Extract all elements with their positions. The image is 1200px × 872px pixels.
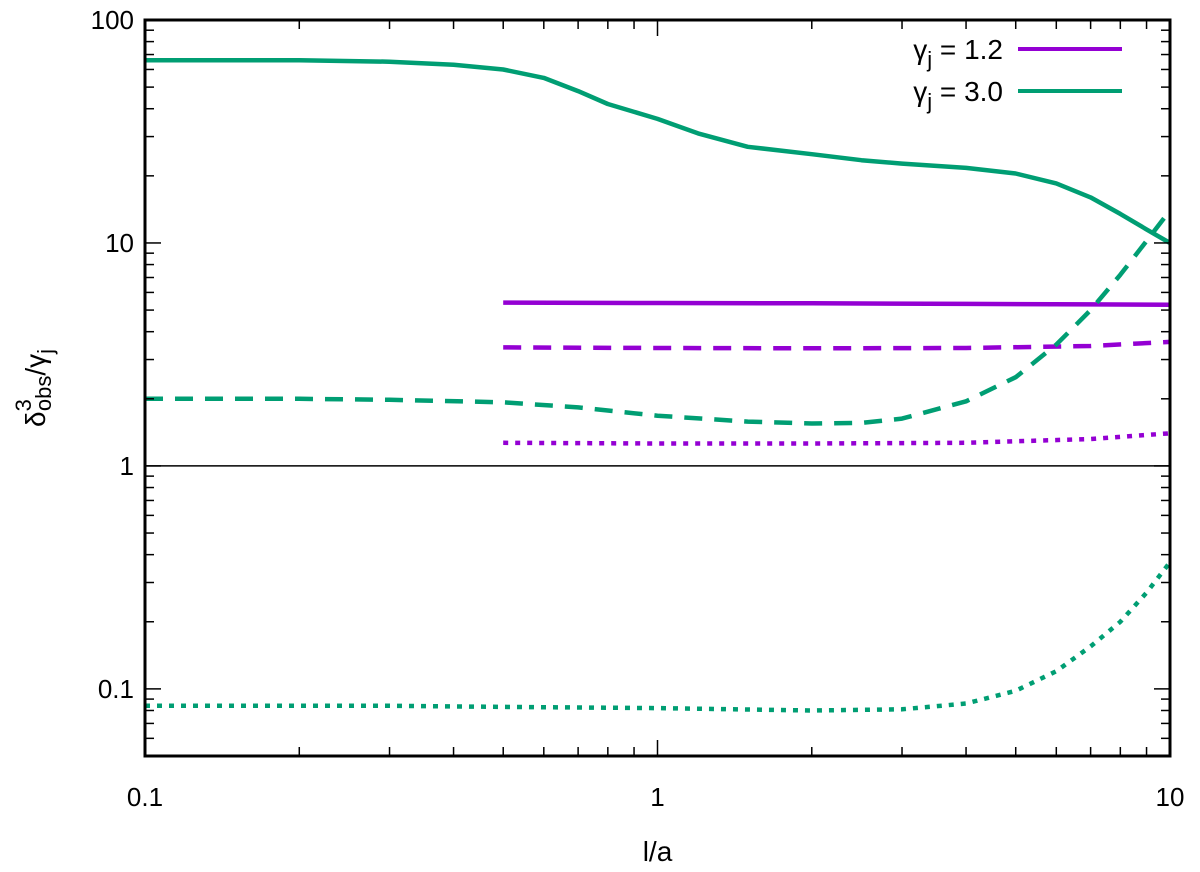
y-axis-label: δ3obs/γj bbox=[11, 349, 58, 427]
series-line-4 bbox=[145, 57, 1172, 245]
x-tick-label: 1 bbox=[650, 782, 664, 812]
y-tick-label: 0.1 bbox=[98, 674, 134, 704]
series-line-1 bbox=[503, 300, 1171, 308]
series-line-2 bbox=[503, 339, 1171, 351]
legend-entry-2: γj = 3.0 bbox=[913, 76, 1122, 114]
plot-frame bbox=[143, 18, 1172, 758]
y-tick-label: 100 bbox=[91, 5, 134, 35]
y-tick-label: 1 bbox=[120, 451, 134, 481]
series-line-5 bbox=[145, 209, 1172, 426]
x-tick-label: 0.1 bbox=[127, 782, 163, 812]
legend-label-2: γj = 3.0 bbox=[913, 76, 1003, 114]
ticks-layer: 0.1 1 10 0.1 1 10 100 bbox=[91, 5, 1185, 812]
series-line-6 bbox=[145, 560, 1172, 713]
y-tick-label: 10 bbox=[105, 228, 134, 258]
legend-entry-1: γj = 1.2 bbox=[913, 34, 1122, 72]
legend-label-1: γj = 1.2 bbox=[913, 34, 1003, 72]
series-line-3 bbox=[503, 431, 1171, 446]
x-axis-label: l/a bbox=[643, 836, 673, 867]
legend: γj = 1.2 γj = 3.0 bbox=[913, 34, 1122, 114]
x-tick-label: 10 bbox=[1156, 782, 1185, 812]
series-layer bbox=[145, 57, 1172, 713]
